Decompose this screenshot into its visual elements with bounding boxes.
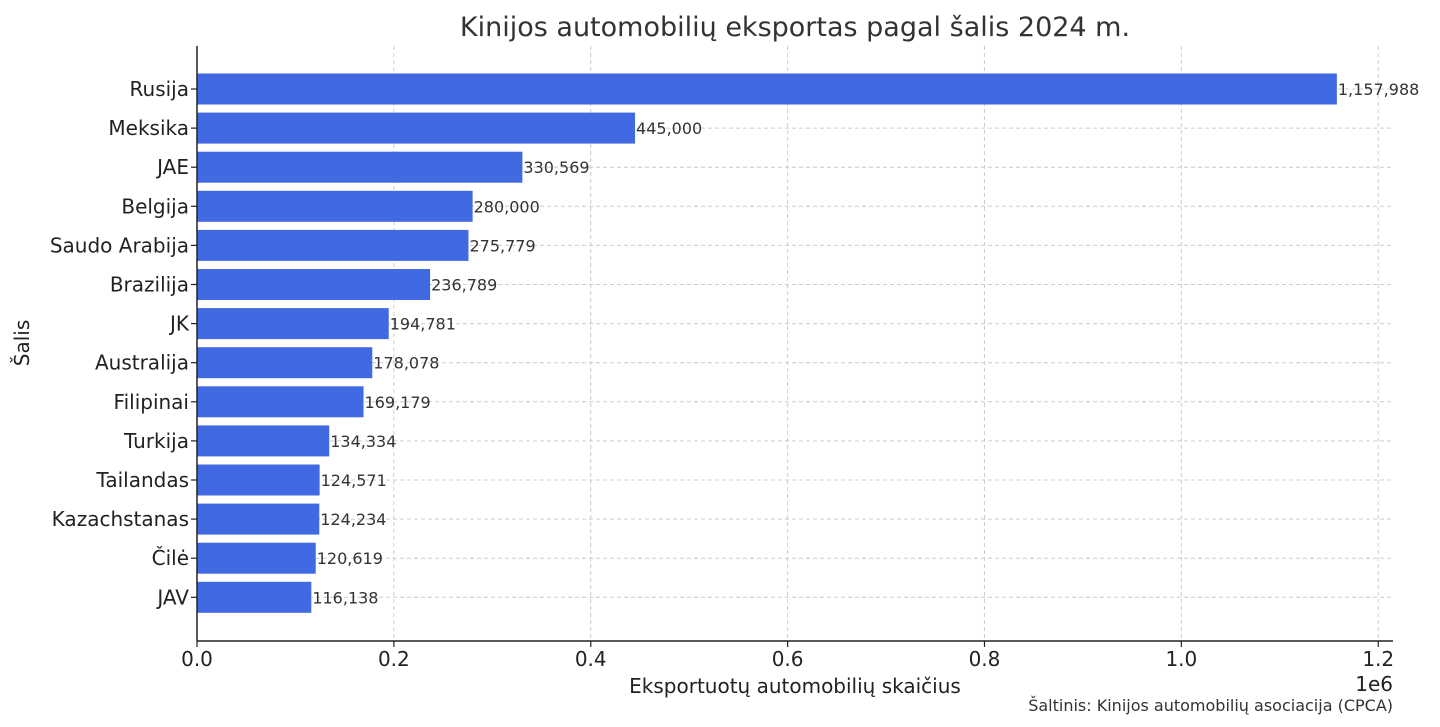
value-label: 169,179 bbox=[365, 393, 431, 412]
category-label: JAV bbox=[155, 585, 189, 609]
value-label: 124,571 bbox=[321, 471, 387, 490]
value-label: 445,000 bbox=[636, 119, 702, 138]
value-label: 236,789 bbox=[431, 276, 497, 295]
x-tick-label: 0.0 bbox=[181, 647, 213, 671]
category-label: JAE bbox=[155, 155, 189, 179]
category-label: Australija bbox=[95, 351, 189, 375]
category-label: Turkija bbox=[123, 429, 189, 453]
value-label: 120,619 bbox=[317, 549, 383, 568]
x-tick-label: 0.4 bbox=[575, 647, 607, 671]
bar bbox=[197, 581, 312, 613]
bar-layer bbox=[197, 73, 1337, 613]
value-label: 178,078 bbox=[373, 354, 439, 373]
value-label: 275,779 bbox=[469, 236, 535, 255]
x-tick-layer: 0.0 0.2 0.4 0.6 0.8 1.0 1.2 bbox=[181, 641, 1394, 671]
category-label: Belgija bbox=[121, 194, 189, 218]
value-label: 134,334 bbox=[330, 432, 396, 451]
bar bbox=[197, 347, 373, 379]
y-axis-label: Šalis bbox=[10, 320, 34, 366]
x-tick-label: 0.2 bbox=[378, 647, 410, 671]
y-category-layer: Rusija Meksika JAE Belgija Saudo Arabija Braz… bbox=[50, 77, 197, 609]
value-label: 194,781 bbox=[390, 315, 456, 334]
bar bbox=[197, 542, 316, 574]
x-tick-label: 0.6 bbox=[772, 647, 804, 671]
bar bbox=[197, 73, 1337, 105]
category-label: Saudo Arabija bbox=[50, 233, 189, 257]
axis-layer bbox=[196, 46, 1393, 642]
category-label: Meksika bbox=[108, 116, 189, 140]
category-label: Tailandas bbox=[95, 468, 189, 492]
category-label: Rusija bbox=[130, 77, 189, 101]
bar bbox=[197, 308, 389, 340]
source-note: Šaltinis: Kinijos automobilių asociacija… bbox=[1028, 696, 1393, 715]
value-label: 116,138 bbox=[312, 588, 378, 607]
bar bbox=[197, 190, 473, 222]
x-tick-label: 1.0 bbox=[1165, 647, 1197, 671]
value-label: 280,000 bbox=[474, 197, 540, 216]
bar bbox=[197, 503, 320, 535]
x-tick-label: 0.8 bbox=[969, 647, 1001, 671]
bar bbox=[197, 464, 320, 496]
bar bbox=[197, 151, 523, 183]
value-label: 1,157,988 bbox=[1338, 80, 1419, 99]
x-axis-offset-label: 1e6 bbox=[1355, 672, 1393, 696]
category-label: Brazilija bbox=[110, 273, 189, 297]
value-label: 124,234 bbox=[320, 510, 386, 529]
bar bbox=[197, 229, 469, 261]
category-label: Čilė bbox=[152, 546, 189, 570]
bar bbox=[197, 425, 330, 457]
value-label-layer: 1,157,988 445,000 330,569 280,000 275,779 236… bbox=[312, 80, 1419, 607]
chart-title: Kinijos automobilių eksportas pagal šali… bbox=[460, 12, 1130, 43]
bar bbox=[197, 386, 364, 418]
category-label: Filipinai bbox=[114, 390, 189, 414]
category-label: JK bbox=[168, 312, 190, 336]
category-label: Kazachstanas bbox=[52, 507, 189, 531]
x-axis-label: Eksportuotų automobilių skaičius bbox=[629, 674, 961, 698]
bar bbox=[197, 112, 636, 144]
value-label: 330,569 bbox=[523, 158, 589, 177]
bar bbox=[197, 269, 431, 300]
x-tick-label: 1.2 bbox=[1362, 647, 1394, 671]
